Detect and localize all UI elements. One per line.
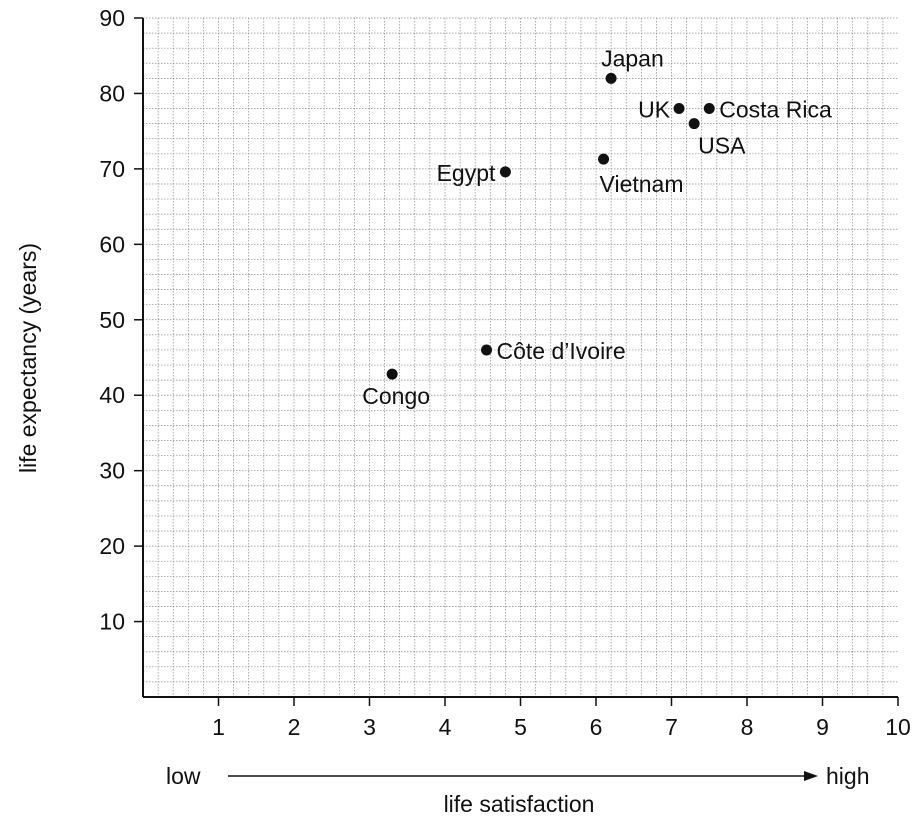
x-tick-label: 4 bbox=[439, 714, 452, 740]
data-point-label: Côte d’Ivoire bbox=[497, 338, 626, 364]
x-tick-label: 6 bbox=[590, 714, 603, 740]
chart-points: Japan UK Costa Rica USA Egypt Vietnam Côte d’I… bbox=[362, 45, 832, 409]
x-axis-title: life satisfaction bbox=[444, 791, 595, 816]
x-axis-high-label: high bbox=[826, 763, 869, 789]
data-point bbox=[500, 166, 511, 177]
x-axis-low-label: low bbox=[166, 763, 201, 789]
y-tick-label: 60 bbox=[99, 231, 125, 257]
x-axis-arrow-head-icon bbox=[804, 771, 818, 781]
data-point bbox=[598, 154, 609, 165]
data-point-label: USA bbox=[698, 133, 746, 159]
y-tick-label: 90 bbox=[99, 5, 125, 31]
data-point bbox=[674, 103, 685, 114]
data-point-label: Egypt bbox=[437, 160, 496, 186]
y-tick-label: 50 bbox=[99, 307, 125, 333]
x-tick-label: 3 bbox=[363, 714, 376, 740]
x-tick-label: 9 bbox=[816, 714, 829, 740]
x-tick-label: 8 bbox=[741, 714, 754, 740]
data-point-label: Vietnam bbox=[600, 171, 684, 197]
y-axis-title: life expectancy (years) bbox=[15, 243, 41, 473]
x-tick-label: 2 bbox=[288, 714, 301, 740]
data-point-label: Costa Rica bbox=[719, 97, 832, 123]
y-tick-label: 80 bbox=[99, 80, 125, 106]
x-tick-label: 5 bbox=[514, 714, 527, 740]
data-point bbox=[704, 103, 715, 114]
data-point bbox=[689, 118, 700, 129]
x-tick-label: 10 bbox=[885, 714, 911, 740]
data-point-label: Japan bbox=[601, 45, 664, 71]
y-tick-label: 30 bbox=[99, 458, 125, 484]
data-point bbox=[606, 73, 617, 84]
data-point bbox=[481, 344, 492, 355]
x-tick-label: 7 bbox=[665, 714, 678, 740]
y-tick-label: 70 bbox=[99, 156, 125, 182]
y-tick-label: 10 bbox=[99, 609, 125, 635]
y-tick-label: 40 bbox=[99, 382, 125, 408]
data-point-label: UK bbox=[638, 97, 671, 123]
y-tick-label: 20 bbox=[99, 533, 125, 559]
data-point-label: Congo bbox=[362, 383, 430, 409]
x-tick-label: 1 bbox=[212, 714, 225, 740]
data-point bbox=[387, 369, 398, 380]
